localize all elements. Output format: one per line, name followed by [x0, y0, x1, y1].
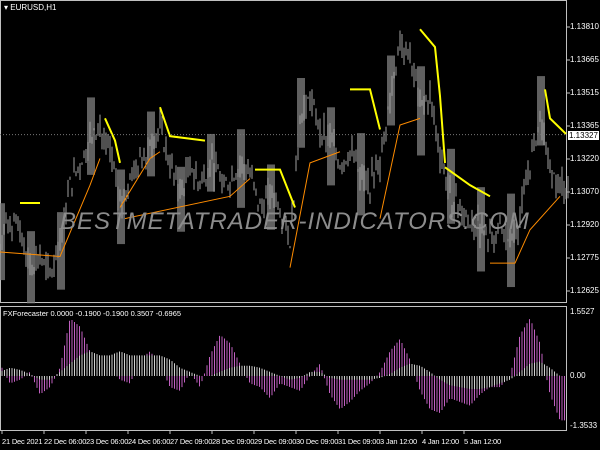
y-tick-label: 1.13515	[570, 88, 599, 97]
x-tick-label: 5 Jan 12:00	[464, 437, 501, 446]
range-box	[117, 169, 125, 245]
indicator-border	[0, 306, 567, 431]
x-tick-label: 29 Dec 09:00	[254, 437, 297, 446]
indicator-y-label: 1.5527	[570, 307, 595, 316]
upper-signal-line	[419, 28, 446, 163]
indicator-series	[1, 319, 565, 421]
symbol-text: EURUSD,H1	[10, 3, 57, 12]
symbol-label: ▾ EURUSD,H1	[4, 3, 57, 12]
range-box	[147, 111, 155, 177]
y-tick-label: 1.13365	[570, 121, 599, 130]
range-box	[177, 166, 185, 232]
indicator-y-label: -1.3533	[570, 421, 598, 430]
range-box	[57, 212, 65, 290]
x-tick-label: 31 Dec 09:00	[338, 437, 381, 446]
range-box	[537, 76, 545, 146]
upper-signal-line	[255, 168, 296, 208]
y-tick-label: 1.13220	[570, 154, 599, 163]
y-tick-label: 1.13665	[570, 55, 599, 64]
upper-signal-line	[104, 117, 121, 164]
upper-signal-line	[444, 166, 491, 198]
x-tick-label: 22 Dec 06:00	[44, 437, 87, 446]
y-tick-label: 1.13070	[570, 187, 599, 196]
lower-signal-line	[0, 158, 101, 257]
x-tick-label: 27 Dec 09:00	[170, 437, 213, 446]
range-box	[327, 107, 335, 186]
x-tick-label: 28 Dec 09:00	[212, 437, 255, 446]
range-box	[297, 77, 305, 148]
x-tick-label: 30 Dec 09:00	[296, 437, 339, 446]
indicator-y-label: 0.00	[570, 371, 586, 380]
range-box	[357, 133, 365, 216]
range-box	[207, 133, 215, 192]
price-series	[0, 26, 570, 434]
upper-signal-line	[159, 106, 206, 142]
lower-signal-line	[289, 151, 341, 268]
lower-signal-line	[490, 195, 561, 264]
indicator-label: FXForecaster 0.0000 -0.1900 -0.1900 0.35…	[3, 309, 182, 318]
lower-signal-line	[379, 117, 421, 219]
x-tick-label: 3 Jan 12:00	[380, 437, 417, 446]
range-box	[417, 66, 425, 156]
range-box	[267, 164, 275, 230]
x-tick-label: 4 Jan 12:00	[422, 437, 459, 446]
range-box	[237, 129, 245, 208]
range-box	[447, 148, 455, 224]
y-tick-label: 1.12920	[570, 220, 599, 229]
upper-signal-line	[350, 88, 381, 130]
y-tick-label: 1.13810	[570, 22, 599, 31]
upper-signal-line	[544, 89, 567, 135]
lower-signal-line	[124, 178, 251, 220]
x-tick-label: 23 Dec 06:00	[86, 437, 129, 446]
current-price-tag: 1.13327	[568, 131, 599, 140]
y-tick-label: 1.12625	[570, 286, 599, 295]
watermark: BESTMETATRADER-INDICATORS.COM	[60, 208, 530, 235]
range-box	[477, 187, 485, 272]
lower-signal-line	[119, 151, 161, 208]
x-tick-label: 21 Dec 2021	[2, 437, 43, 446]
range-box	[87, 97, 95, 175]
range-box	[387, 55, 395, 126]
range-box	[27, 231, 35, 304]
y-tick-label: 1.12775	[570, 253, 599, 262]
main-chart-border	[0, 0, 567, 303]
range-box	[507, 193, 515, 288]
x-tick-label: 24 Dec 06:00	[128, 437, 171, 446]
